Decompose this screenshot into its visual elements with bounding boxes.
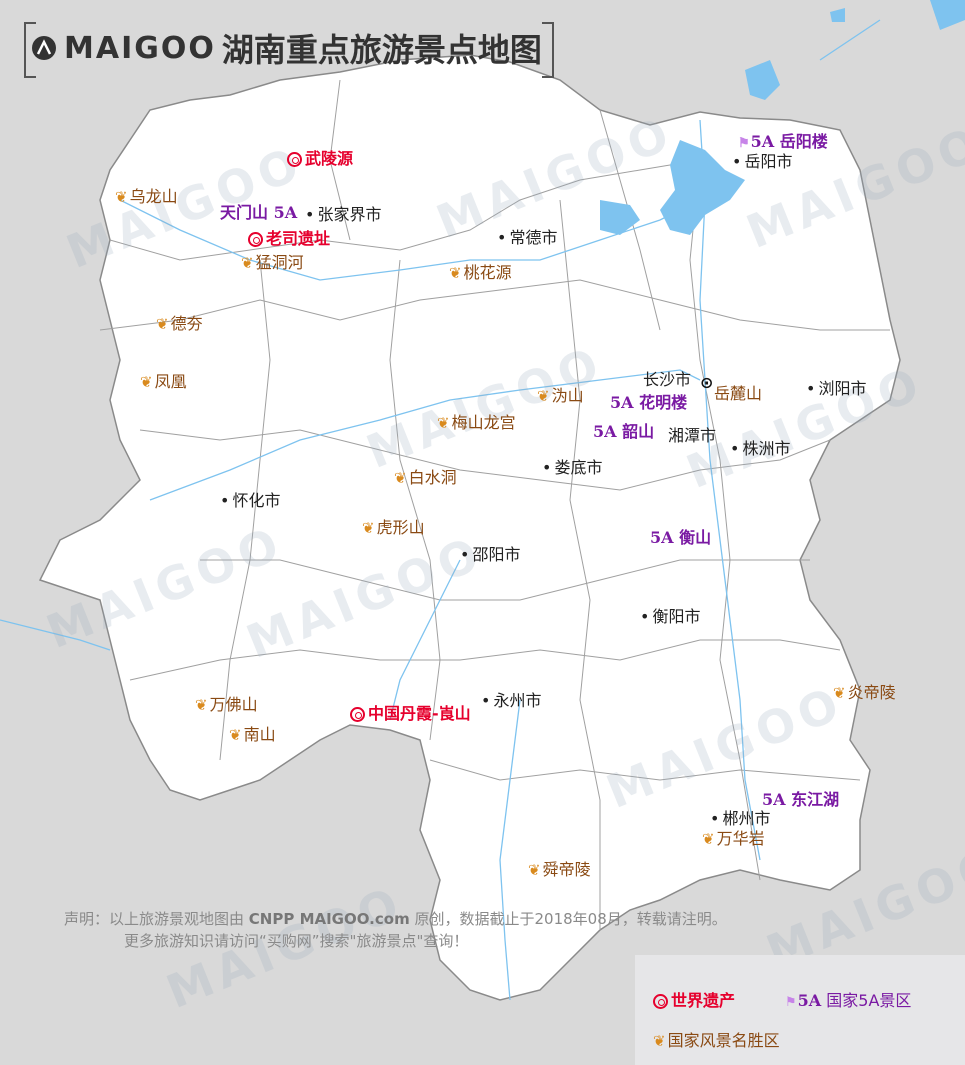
scenic-label[interactable]: ❦ 白水洞 — [394, 468, 457, 488]
scenic-label[interactable]: ❦ 炎帝陵 — [833, 683, 896, 703]
scenic-label[interactable]: ❦ 南山 — [229, 725, 276, 745]
maple-leaf-icon: ❦ — [241, 254, 254, 272]
city-label: 衡阳市 — [640, 608, 700, 626]
maple-leaf-icon: ❦ — [394, 469, 407, 487]
maple-leaf-icon: ❦ — [195, 696, 208, 714]
world-heritage-icon — [287, 152, 302, 167]
city-label: 湘潭市 — [668, 426, 717, 445]
dongting-lake — [600, 0, 965, 235]
maple-leaf-icon: ❦ — [449, 264, 462, 282]
scenic-label[interactable]: ❦ 德夯 — [156, 314, 203, 334]
world-heritage-icon — [350, 707, 365, 722]
maple-leaf-icon: ❦ — [833, 684, 846, 702]
five-a-label[interactable]: 5A 衡山 — [650, 528, 712, 547]
rivers — [0, 19, 881, 1001]
maple-leaf-icon: ❦ — [702, 830, 715, 848]
heritage-label[interactable]: 中国丹霞-崀山 — [350, 705, 471, 723]
map-title: MAIGOO 湖南重点旅游景点地图 — [24, 22, 554, 78]
city-label: 邵阳市 — [460, 546, 520, 564]
heritage-label[interactable]: 老司遗址 — [248, 230, 330, 248]
scenic-label[interactable]: ❦ 桃花源 — [449, 263, 512, 283]
five-a-icon: ⚑ — [785, 995, 797, 1010]
maple-leaf-icon: ❦ — [229, 726, 242, 744]
maple-leaf-icon: ❦ — [437, 414, 450, 432]
title-bracket-right — [541, 22, 554, 78]
legend-scenic: ❦ 国家风景名胜区 — [653, 1031, 780, 1050]
maple-leaf-icon: ❦ — [537, 387, 550, 405]
scenic-label[interactable]: ❦ 虎形山 — [362, 518, 425, 538]
title-bracket-left — [24, 22, 36, 78]
scenic-label[interactable]: ❦ 沩山 — [537, 386, 584, 406]
five-a-label[interactable]: 5A 东江湖 — [762, 790, 840, 809]
scenic-label[interactable]: ❦ 乌龙山 — [115, 187, 178, 207]
map-legend: 世界遗产 ⚑5A 国家5A景区 ❦ 国家风景名胜区 — [635, 955, 965, 1065]
city-label: 张家界市 — [305, 206, 381, 224]
scenic-label[interactable]: ❦ 万佛山 — [195, 695, 258, 715]
city-label: 株洲市 — [730, 440, 790, 458]
five-a-label[interactable]: ⚑5A 岳阳楼 — [738, 132, 828, 152]
city-label: 永州市 — [481, 692, 541, 710]
maple-leaf-icon: ❦ — [156, 315, 169, 333]
scenic-label[interactable]: 岳麓山 — [714, 384, 763, 403]
city-label: 常德市 — [497, 229, 557, 247]
maple-leaf-icon: ❦ — [115, 188, 128, 206]
city-label: 怀化市 — [220, 492, 280, 510]
five-a-icon: ⚑ — [738, 136, 750, 151]
five-a-label[interactable]: 5A 韶山 — [593, 422, 655, 441]
world-heritage-icon — [248, 232, 263, 247]
note-line-1: 声明：以上旅游景观地图由 CNPP MAIGOO.com 原创，数据截止于201… — [64, 910, 727, 928]
city-label: 浏阳市 — [806, 380, 866, 398]
page-title: 湖南重点旅游景点地图 — [221, 31, 542, 69]
world-heritage-icon — [653, 994, 668, 1009]
disclaimer-note: 声明：以上旅游景观地图由 CNPP MAIGOO.com 原创，数据截止于201… — [64, 908, 727, 952]
maigoo-logo-icon — [32, 36, 56, 60]
logo-text: MAIGOO — [64, 30, 216, 66]
capital-marker-icon: ⊙ — [700, 373, 714, 392]
legend-heritage: 世界遗产 — [653, 987, 735, 1011]
maple-leaf-icon: ❦ — [528, 861, 541, 879]
city-label: 岳阳市 — [732, 153, 792, 171]
maple-leaf-icon: ❦ — [362, 519, 375, 537]
scenic-label[interactable]: ❦ 梅山龙宫 — [437, 413, 516, 433]
scenic-label[interactable]: ❦ 舜帝陵 — [528, 860, 591, 880]
city-label: 郴州市 — [710, 810, 770, 828]
five-a-label[interactable]: 天门山 5A — [220, 203, 298, 222]
hunan-province — [38, 54, 901, 1001]
scenic-label[interactable]: ❦ 猛洞河 — [241, 253, 304, 273]
legend-five-a: ⚑5A 国家5A景区 — [785, 991, 912, 1010]
capital-label: 长沙市 — [643, 370, 692, 389]
heritage-label[interactable]: 武陵源 — [287, 150, 353, 168]
scenic-label[interactable]: ❦ 万华岩 — [702, 829, 765, 849]
maple-leaf-icon: ❦ — [140, 373, 153, 391]
five-a-label[interactable]: 5A 花明楼 — [610, 393, 688, 412]
maple-leaf-icon: ❦ — [653, 1032, 666, 1050]
city-label: 娄底市 — [542, 459, 602, 477]
scenic-label[interactable]: ❦ 凤凰 — [140, 372, 187, 392]
note-line-2: 更多旅游知识请访问“买购网”搜索"旅游景点"查询！ — [124, 932, 469, 950]
county-boundaries — [99, 79, 890, 930]
